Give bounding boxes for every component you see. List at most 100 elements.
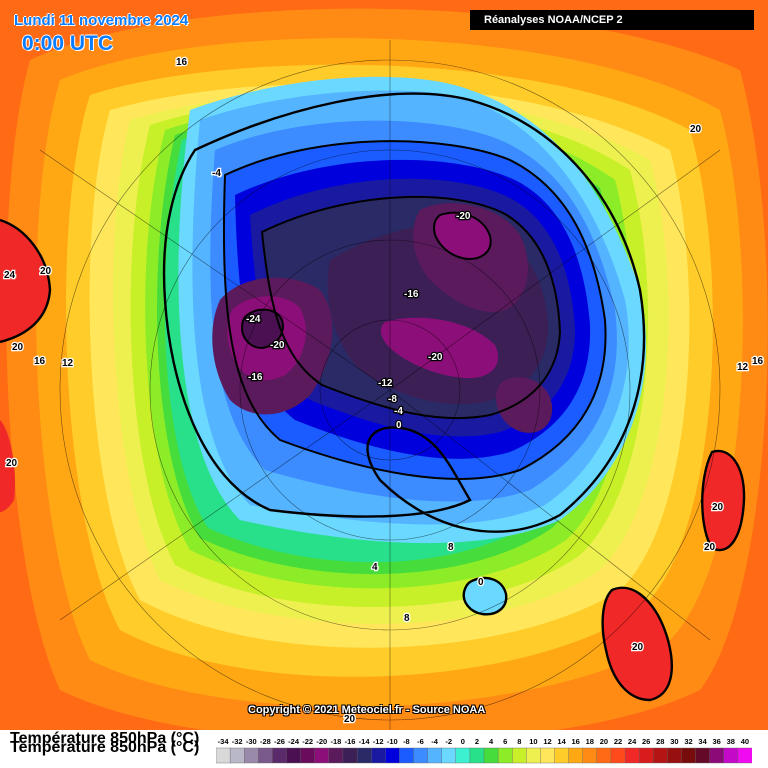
scale-swatch (695, 747, 711, 764)
scale-tick-label: 32 (684, 737, 692, 746)
scale-tick-label: 12 (543, 737, 551, 746)
lbl-m12-pole: -12 (378, 378, 393, 389)
scale-tick-label: 2 (475, 737, 479, 746)
scale-swatch (483, 747, 499, 764)
scale-swatch (469, 747, 485, 764)
lbl-m4-greenland: -4 (212, 168, 221, 179)
scale-tick-label: 14 (557, 737, 566, 746)
scale-tick-label: 20 (600, 737, 608, 746)
scale-tick-label: -18 (330, 737, 341, 746)
scale-tick-label: 0 (461, 737, 465, 746)
isotherm-zero (162, 92, 646, 533)
scale-swatch (554, 747, 570, 764)
scale-tick-label: -20 (316, 737, 327, 746)
scale-tick-label: -14 (359, 737, 371, 746)
lbl-20-east: 20 (712, 502, 724, 513)
legend-title: Température 850hPa (°C) (10, 730, 200, 747)
scale-tick-label: 4 (489, 737, 494, 746)
copyright-notice: Copyright © 2021 Meteociel.fr - Source N… (248, 704, 486, 716)
scale-tick-label: -4 (431, 737, 438, 746)
scale-swatch (681, 747, 697, 764)
forecast-date: Lundi 11 novembre 2024 (14, 12, 189, 29)
band-m20-siberia (434, 212, 491, 259)
lbl-20-west: 20 (40, 266, 52, 277)
scale-tick-label: -12 (373, 737, 384, 746)
scale-tick-label: -32 (232, 737, 243, 746)
scale-swatch (441, 747, 457, 764)
scale-tick-label: 26 (642, 737, 650, 746)
scale-tick-label: -2 (445, 737, 452, 746)
warm-cell-southeast (602, 587, 672, 700)
lbl-m16-arctic: -16 (404, 289, 419, 300)
scale-swatch (526, 747, 541, 764)
scale-tick-label: 34 (698, 737, 707, 746)
lbl-0-pole: 0 (396, 420, 402, 431)
scale-swatch (258, 747, 273, 764)
band-m24-canada (242, 309, 283, 348)
forecast-time: 0:00 UTC (22, 32, 114, 55)
lbl-20-west-2: 20 (12, 342, 24, 353)
scale-tick-label: 8 (517, 737, 521, 746)
scale-swatch (427, 747, 443, 764)
legend-title-shadow: Température 850hPa (°C) (10, 739, 200, 756)
scale-swatch (272, 747, 288, 764)
isotherm-m16 (260, 195, 562, 420)
lbl-m20-centre: -20 (428, 352, 443, 363)
scale-tick-label: -8 (403, 737, 410, 746)
scale-tick-label: 28 (656, 737, 664, 746)
warm-cell-east (702, 450, 745, 550)
scale-tick-label: -16 (345, 737, 356, 746)
scale-tick-label: -26 (274, 737, 285, 746)
scale-swatch (413, 747, 429, 764)
lbl-m8-pole: -8 (388, 394, 397, 405)
lbl-m4-pole: -4 (394, 406, 403, 417)
scale-tick-label: 36 (713, 737, 721, 746)
scale-swatch (356, 747, 372, 764)
scale-tick-label: -30 (246, 737, 257, 746)
graticule (39, 40, 721, 730)
scale-swatch (328, 747, 344, 764)
lbl-m24-canada: -24 (246, 314, 261, 325)
scale-swatch (216, 747, 231, 764)
lbl-16-west: 16 (34, 356, 46, 367)
lbl-20-bottom: 20 (344, 714, 356, 725)
lbl-20-east-2: 20 (704, 542, 716, 553)
scale-swatch (300, 747, 316, 764)
scale-swatch (399, 747, 414, 764)
scale-tick-label: 38 (727, 737, 735, 746)
scale-tick-label: 40 (741, 737, 749, 746)
scale-swatch (370, 747, 386, 764)
lbl-20-japan: 20 (690, 124, 702, 135)
scale-swatch (512, 747, 527, 764)
scale-swatch (610, 747, 626, 764)
lbl-20-west-3: 20 (6, 458, 18, 469)
scale-tick-label: -34 (218, 737, 230, 746)
lbl-8-south: 8 (404, 613, 410, 624)
scale-swatch (624, 747, 640, 764)
scale-tick-label: -10 (387, 737, 398, 746)
isotherm-p24-west (0, 218, 52, 344)
scale-swatch (385, 747, 400, 764)
isotherm-m24 (240, 308, 284, 350)
scale-swatch (596, 747, 612, 764)
lbl-4-atlantic: 4 (372, 562, 378, 573)
lbl-m20-siberia: -20 (456, 211, 471, 222)
scale-swatch (653, 747, 668, 764)
scale-swatch (582, 747, 598, 764)
warm-cell-southwest (0, 420, 16, 512)
scale-swatch (540, 747, 555, 764)
scale-swatch (568, 747, 584, 764)
scale-tick-label: 22 (614, 737, 622, 746)
scale-swatch (244, 747, 259, 764)
band-m12-east (496, 377, 553, 433)
isotherm-zero-europe (462, 576, 508, 616)
scale-swatch (639, 747, 654, 764)
scale-swatch (723, 747, 739, 764)
scale-swatch (286, 747, 302, 764)
isotherm-m8 (222, 140, 607, 480)
scale-tick-label: 6 (503, 737, 507, 746)
scale-swatch (709, 747, 725, 764)
scale-tick-label: -28 (260, 737, 271, 746)
scale-tick-label: 10 (529, 737, 537, 746)
scale-swatch (314, 747, 330, 764)
